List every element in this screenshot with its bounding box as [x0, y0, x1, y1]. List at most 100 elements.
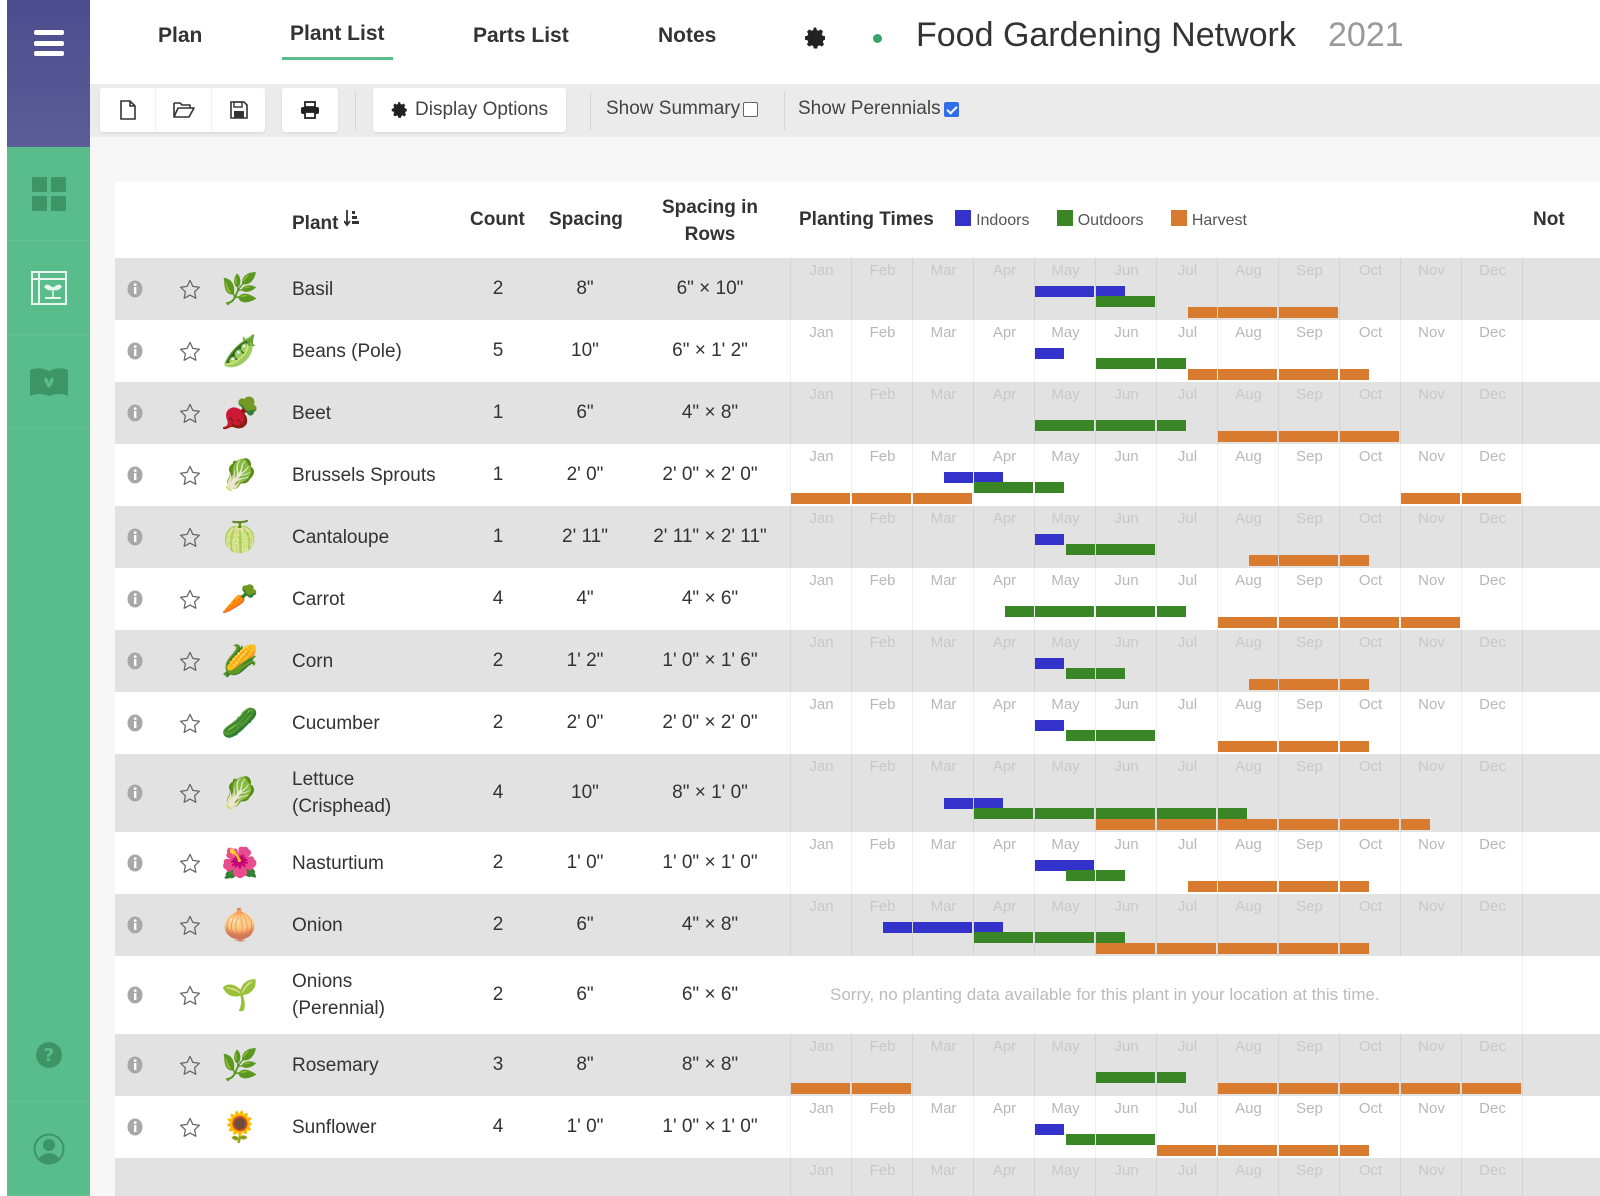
plant-name[interactable]: Rosemary — [292, 1054, 379, 1076]
table-row[interactable]: 🫛 Beans (Pole) 5 10" 6" × 1' 2" Jan Feb Mar Apr M… — [115, 320, 1600, 382]
plant-name[interactable]: Beans (Pole) — [292, 340, 402, 362]
notes-cell[interactable] — [1522, 568, 1600, 630]
plant-name[interactable]: Brussels Sprouts — [292, 464, 436, 486]
favorite-star-button[interactable] — [175, 1034, 205, 1096]
show-perennials-toggle[interactable]: Show Perennials — [798, 98, 959, 120]
notes-cell[interactable] — [1522, 258, 1600, 320]
plant-name[interactable]: Carrot — [292, 588, 345, 610]
display-options-button[interactable]: Display Options — [373, 88, 566, 132]
notes-cell[interactable] — [1522, 754, 1600, 832]
favorite-star-button[interactable] — [175, 1096, 205, 1158]
info-button[interactable] — [123, 506, 147, 568]
table-row[interactable]: 🍈 Cantaloupe 1 2' 11" 2' 11" × 2' 11" Jan Feb M… — [115, 506, 1600, 568]
info-button[interactable] — [123, 692, 147, 754]
plant-count[interactable]: 4 — [492, 782, 504, 803]
spacing-column-header[interactable]: Spacing — [549, 209, 623, 230]
spacing-rows-column-header[interactable]: Spacing in Rows — [661, 197, 759, 245]
table-row[interactable]: 🫜 Beet 1 6" 4" × 8" Jan Feb Mar Apr May Jun Jul Aug S… — [115, 382, 1600, 444]
info-button[interactable] — [123, 444, 147, 506]
table-row[interactable]: 🥬 Lettuce (Crisphead) 4 10" 8" × 1' 0" Jan Feb M… — [115, 754, 1600, 832]
plant-name[interactable]: Basil — [292, 278, 334, 300]
notes-cell[interactable] — [1522, 1034, 1600, 1096]
plant-name[interactable]: Lettuce (Crisphead) — [292, 769, 392, 817]
notes-cell[interactable] — [1522, 506, 1600, 568]
sidebar-item-help[interactable]: ? — [7, 1008, 90, 1102]
table-row[interactable]: 🌽 Corn 2 1' 2" 1' 0" × 1' 6" Jan Feb Mar Apr May J… — [115, 630, 1600, 692]
favorite-star-button[interactable] — [175, 832, 205, 894]
show-summary-checkbox[interactable] — [743, 101, 759, 117]
favorite-star-button[interactable] — [175, 956, 205, 1034]
notes-cell[interactable] — [1522, 382, 1600, 444]
plant-count[interactable]: 2 — [492, 712, 504, 733]
plant-name[interactable]: Sunflower — [292, 1116, 377, 1138]
plant-count[interactable]: 2 — [492, 278, 504, 299]
info-button[interactable] — [123, 258, 147, 320]
sidebar-item-plant-list[interactable] — [7, 241, 90, 335]
plant-name[interactable]: Cantaloupe — [292, 526, 390, 548]
settings-gear-icon[interactable] — [804, 26, 828, 55]
favorite-star-button[interactable] — [175, 692, 205, 754]
plant-count[interactable]: 5 — [492, 340, 504, 361]
plant-count[interactable]: 4 — [492, 588, 504, 609]
plant-count[interactable]: 1 — [492, 402, 504, 423]
favorite-star-button[interactable] — [175, 754, 205, 832]
plant-count[interactable]: 2 — [492, 914, 504, 935]
notes-cell[interactable] — [1522, 320, 1600, 382]
table-row[interactable]: 🌻 Sunflower 4 1' 0" 1' 0" × 1' 0" Jan Feb Mar Ap… — [115, 1096, 1600, 1158]
notes-cell[interactable] — [1522, 630, 1600, 692]
new-file-button[interactable] — [100, 88, 156, 132]
table-row[interactable]: 🥬 Brussels Sprouts 1 2' 0" 2' 0" × 2' 0" Jan F… — [115, 444, 1600, 506]
plant-name[interactable]: Onion — [292, 914, 343, 936]
notes-cell[interactable] — [1522, 1096, 1600, 1158]
info-button[interactable] — [123, 320, 147, 382]
info-button[interactable] — [123, 894, 147, 956]
plant-column-header[interactable]: Plant — [292, 209, 360, 235]
open-folder-button[interactable] — [156, 88, 212, 132]
table-row[interactable]: Jan Feb Mar Apr May Jun Jul Aug Sep Oct Nov Dec — [115, 1158, 1600, 1196]
plant-name[interactable]: Nasturtium — [292, 852, 384, 874]
plant-name[interactable]: Cucumber — [292, 712, 380, 734]
plant-name[interactable]: Corn — [292, 650, 334, 672]
table-row[interactable]: 🥕 Carrot 4 4" 4" × 6" Jan Feb Mar Apr May Jun Jul Au… — [115, 568, 1600, 630]
tab-plan[interactable]: Plan — [158, 24, 203, 47]
sidebar-item-guide[interactable] — [7, 335, 90, 429]
favorite-star-button[interactable] — [175, 630, 205, 692]
plant-name[interactable]: Onions (Perennial) — [292, 971, 385, 1019]
sidebar-item-account[interactable] — [7, 1102, 90, 1196]
plant-count[interactable]: 2 — [492, 984, 504, 1005]
plant-count[interactable]: 2 — [492, 852, 504, 873]
table-row[interactable]: 🧅 Onion 2 6" 4" × 8" Jan Feb Mar Apr May Jun Jul Aug… — [115, 894, 1600, 956]
favorite-star-button[interactable] — [175, 258, 205, 320]
tab-notes[interactable]: Notes — [658, 24, 717, 47]
table-row[interactable]: 🌱 Onions (Perennial) 2 6" 6" × 6" Sorry, no pl… — [115, 956, 1600, 1034]
tab-plant-list[interactable]: Plant List — [282, 22, 392, 60]
favorite-star-button[interactable] — [175, 320, 205, 382]
table-row[interactable]: 🌿 Rosemary 3 8" 8" × 8" Jan Feb Mar Apr May Jun Jul… — [115, 1034, 1600, 1096]
info-button[interactable] — [123, 630, 147, 692]
info-button[interactable] — [123, 1034, 147, 1096]
favorite-star-button[interactable] — [175, 506, 205, 568]
show-perennials-checkbox[interactable] — [943, 101, 959, 117]
notes-cell[interactable] — [1522, 1158, 1600, 1196]
table-row[interactable]: 🌺 Nasturtium 2 1' 0" 1' 0" × 1' 0" Jan Feb Mar A… — [115, 832, 1600, 894]
notes-cell[interactable] — [1522, 692, 1600, 754]
favorite-star-button[interactable] — [175, 568, 205, 630]
info-button[interactable] — [123, 956, 147, 1034]
notes-cell[interactable] — [1522, 956, 1600, 1034]
notes-cell[interactable] — [1522, 894, 1600, 956]
plant-count[interactable]: 1 — [492, 464, 504, 485]
table-row[interactable]: 🌿 Basil 2 8" 6" × 10" Jan Feb Mar Apr May Jun Jul Au… — [115, 258, 1600, 320]
info-button[interactable] — [123, 754, 147, 832]
print-button[interactable] — [282, 88, 338, 132]
favorite-star-button[interactable] — [175, 894, 205, 956]
favorite-star-button[interactable] — [175, 444, 205, 506]
plant-count[interactable]: 2 — [492, 650, 504, 671]
info-button[interactable] — [123, 832, 147, 894]
sidebar-item-dashboard[interactable] — [7, 147, 90, 241]
plant-count[interactable]: 1 — [492, 526, 504, 547]
plant-count[interactable]: 3 — [492, 1054, 504, 1075]
notes-cell[interactable] — [1522, 444, 1600, 506]
info-button[interactable] — [123, 1096, 147, 1158]
plant-name[interactable]: Beet — [292, 402, 332, 424]
hamburger-icon[interactable] — [33, 30, 64, 56]
